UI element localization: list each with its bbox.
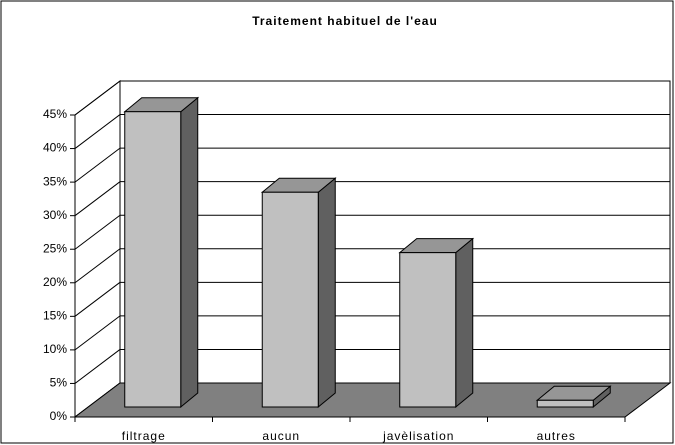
- grid-line: [74, 181, 121, 217]
- y-tick-label: 10%: [43, 342, 67, 356]
- x-tick-label: filtrage: [122, 429, 166, 443]
- bar: [399, 252, 457, 408]
- grid-line: [74, 248, 121, 284]
- y-tick-label: 20%: [43, 275, 67, 289]
- bar-side: [317, 177, 336, 409]
- y-tick-label: 5%: [50, 376, 68, 390]
- chart-title: Traitement habituel de l'eau: [252, 14, 438, 28]
- bar: [261, 191, 319, 408]
- grid-line: [74, 349, 121, 384]
- back-wall: [119, 80, 671, 384]
- y-tick-label: 35%: [43, 174, 67, 188]
- grid-line: [74, 114, 121, 149]
- y-tick-label: 0%: [50, 409, 68, 423]
- y-tick-label: 45%: [43, 107, 67, 121]
- y-tick-label: 25%: [43, 241, 67, 255]
- bar: [536, 399, 594, 408]
- y-tick-label: 30%: [43, 208, 67, 222]
- grid-line: [74, 80, 121, 116]
- bar-side: [180, 96, 199, 409]
- grid-line: [74, 214, 121, 250]
- x-tick-label: autres: [537, 429, 576, 443]
- x-tick-label: aucun: [262, 429, 300, 443]
- bar: [124, 111, 182, 408]
- grid-line: [74, 281, 121, 317]
- y-tick-label: 40%: [43, 141, 67, 155]
- x-tick-label: javèlisation: [382, 429, 454, 443]
- y-tick-label: 15%: [43, 309, 67, 323]
- bar-side: [455, 237, 474, 409]
- grid-line: [74, 315, 121, 351]
- grid-line: [74, 147, 121, 183]
